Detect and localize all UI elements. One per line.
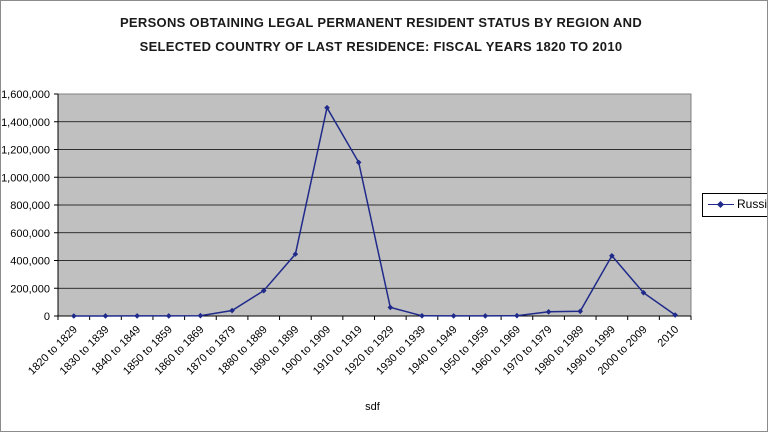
y-tick-label: 200,000 [10, 283, 50, 295]
data-point [324, 104, 330, 111]
legend-label-russia: Russia [737, 197, 768, 211]
y-tick-label: 1,600,000 [1, 89, 50, 101]
data-point [292, 251, 299, 257]
chart-title-line-1: PERSONS OBTAINING LEGAL PERMANENT RESIDE… [119, 15, 643, 30]
data-point [419, 313, 425, 319]
y-tick-label: 0 [44, 311, 50, 323]
data-point [577, 308, 584, 315]
data-point [672, 312, 678, 318]
x-axis-title: sdf [365, 401, 381, 413]
series-line-russia [73, 105, 676, 317]
data-point [134, 313, 140, 319]
data-point [640, 289, 647, 296]
data-point [102, 313, 109, 319]
data-point [355, 159, 362, 166]
data-point [197, 312, 204, 319]
data-point [545, 309, 552, 315]
data-point [387, 304, 394, 311]
data-point [229, 307, 235, 314]
y-tick-label: 1,000,000 [1, 172, 50, 184]
data-point [450, 313, 457, 319]
legend: Russia [702, 193, 768, 217]
legend-marker-swatch [716, 200, 725, 209]
data-point [165, 313, 172, 319]
x-tick-label: 2010 [655, 324, 681, 350]
y-tick-label: 800,000 [10, 200, 50, 212]
y-tick-label: 1,200,000 [1, 145, 50, 157]
y-tick-label: 400,000 [10, 256, 50, 268]
data-point [71, 313, 77, 319]
data-point [609, 252, 615, 259]
y-tick-label: 600,000 [10, 228, 50, 240]
data-point [260, 287, 267, 294]
data-point [482, 313, 489, 319]
y-tick-label: 1,400,000 [1, 117, 50, 129]
chart-title-line-2: SELECTED COUNTRY OF LAST RESIDENCE: FISC… [139, 39, 623, 54]
data-point [514, 312, 520, 319]
